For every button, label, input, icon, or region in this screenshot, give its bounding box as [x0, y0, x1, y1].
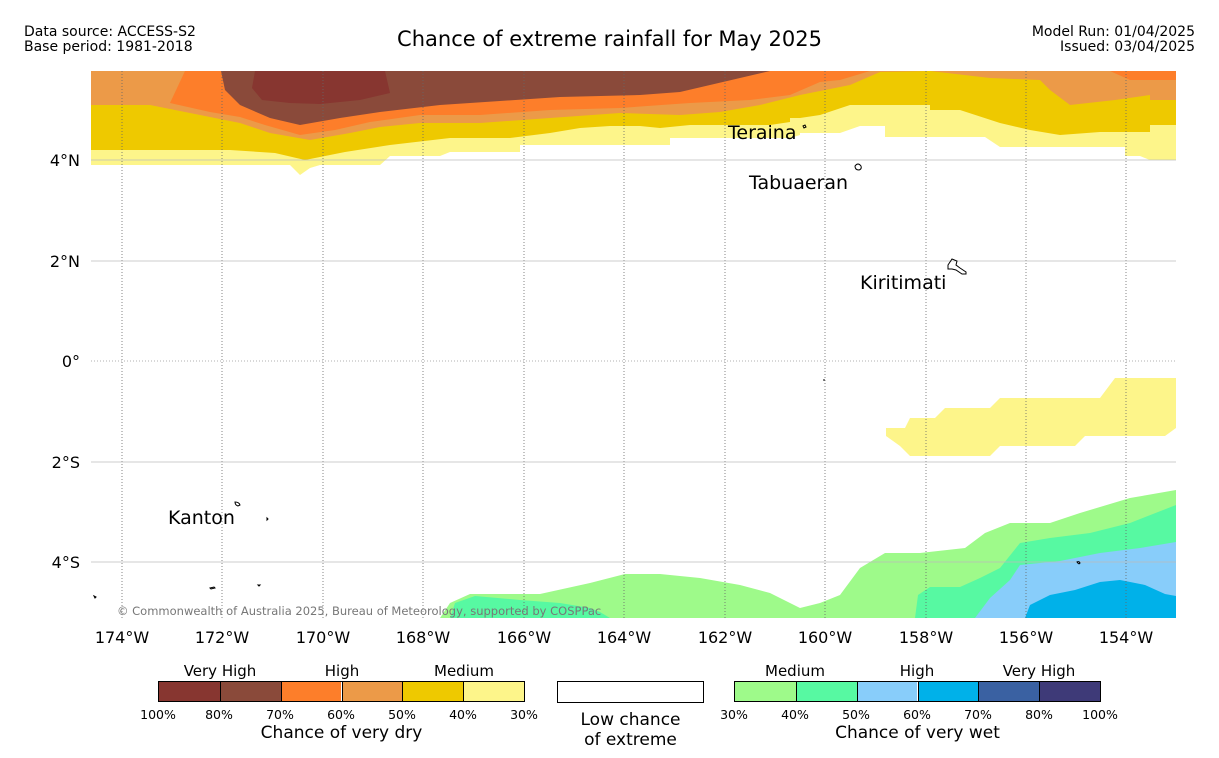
small-island-6 — [1076, 561, 1081, 565]
wet-tick-label: 30% — [720, 707, 748, 722]
small-island-4 — [92, 594, 97, 599]
dry-group-label: Very High — [183, 662, 257, 680]
dry-color-segment — [463, 682, 524, 701]
lon-label: 162°W — [698, 628, 753, 647]
wet-color-segment — [978, 682, 1040, 701]
dry-color-segment — [159, 682, 220, 701]
data-source-text: Data source: ACCESS-S2 — [24, 24, 196, 40]
wet-tick-label: 100% — [1082, 707, 1118, 722]
page-title: Chance of extreme rainfall for May 2025 — [397, 27, 822, 51]
dry-color-segment — [280, 682, 342, 701]
wet-color-segment — [735, 682, 796, 701]
wet-colorbar — [734, 681, 1101, 702]
wet-color-segment — [1039, 682, 1100, 701]
wet-group-label: High — [899, 662, 935, 680]
lat-label: 2°S — [52, 453, 80, 472]
low-chance-label: Low chance of extreme — [557, 710, 704, 750]
low-chance-line2: of extreme — [584, 730, 677, 750]
low-chance-line1: Low chance — [580, 710, 681, 730]
small-island-1 — [266, 516, 269, 522]
wet-color-segment — [917, 682, 979, 701]
dry-tick-label: 70% — [266, 707, 294, 722]
wet-legend-title: Chance of very wet — [835, 723, 1000, 743]
wet-color-segment — [856, 682, 918, 701]
lon-label: 156°W — [999, 628, 1054, 647]
kiritimati-island — [947, 258, 967, 275]
dry-colorbar — [158, 681, 525, 702]
dry-tick-label: 60% — [327, 707, 355, 722]
place-label-kanton: Kanton — [168, 507, 235, 529]
dry-equator-region — [886, 378, 1176, 456]
teraina-island — [802, 124, 807, 129]
model-run-text: Model Run: 01/04/2025 — [1031, 24, 1195, 40]
wet-tick-label: 40% — [781, 707, 809, 722]
small-island-3 — [256, 584, 262, 587]
wet-tick-label: 70% — [964, 707, 992, 722]
small-island-2 — [209, 586, 216, 590]
kanton-island — [234, 501, 241, 507]
lon-label: 160°W — [798, 628, 853, 647]
lon-label: 164°W — [597, 628, 652, 647]
dry-tick-label: 40% — [449, 707, 477, 722]
lat-label: 0° — [62, 352, 80, 371]
place-label-teraina: Teraina — [727, 122, 797, 144]
dry-80-100-region — [252, 71, 390, 104]
rainfall-map: © Commonwealth of Australia 2025, Bureau… — [50, 71, 1176, 647]
dry-color-segment — [341, 682, 403, 701]
wet-tick-label: 60% — [903, 707, 931, 722]
dry-tick-label: 50% — [388, 707, 416, 722]
lon-label: 168°W — [396, 628, 451, 647]
data-source-info: Data source: ACCESS-S2 Base period: 1981… — [24, 25, 196, 55]
dry-group-label: Medium — [434, 662, 494, 680]
dry-color-segment — [402, 682, 464, 701]
wet-group-label: Very High — [1002, 662, 1076, 680]
dry-legend-title: Chance of very dry — [260, 723, 423, 743]
wet-group-label: Medium — [765, 662, 825, 680]
island-outlines — [92, 124, 1081, 599]
issued-date-text: Issued: 03/04/2025 — [1060, 39, 1195, 55]
model-run-info: Model Run: 01/04/2025 Issued: 03/04/2025 — [1032, 25, 1195, 55]
wet-color-segment — [795, 682, 857, 701]
lat-gridlines — [91, 159, 1176, 563]
lat-label: 2°N — [50, 252, 80, 271]
lat-label: 4°N — [50, 151, 80, 170]
lon-label: 170°W — [296, 628, 351, 647]
lon-label: 166°W — [497, 628, 552, 647]
tabuaeran-island — [854, 163, 862, 171]
wet-40-50-region — [450, 505, 1176, 618]
wet-tick-label: 50% — [842, 707, 870, 722]
lon-labels: 174°W 172°W 170°W 168°W 166°W 164°W 162°… — [95, 628, 1154, 647]
lon-gridlines — [121, 71, 1127, 618]
base-period-text: Base period: 1981-2018 — [24, 39, 193, 55]
dry-tick-label: 100% — [140, 707, 176, 722]
place-label-tabuaeran: Tabuaeran — [748, 172, 848, 194]
lat-label: 4°S — [52, 553, 80, 572]
lon-label: 158°W — [899, 628, 954, 647]
wet-tick-label: 80% — [1025, 707, 1053, 722]
dry-shading — [91, 71, 1176, 456]
low-chance-swatch — [557, 681, 704, 703]
lat-labels: 4°N 2°N 0° 2°S 4°S — [50, 151, 80, 572]
dry-group-label: High — [324, 662, 360, 680]
place-label-kiritimati: Kiritimati — [860, 272, 946, 294]
wet-60-70-region — [1025, 580, 1176, 618]
place-labels: Teraina Tabuaeran Kiritimati Kanton — [168, 122, 946, 529]
lon-label: 174°W — [95, 628, 150, 647]
dry-tick-label: 30% — [510, 707, 538, 722]
dry-color-segment — [219, 682, 281, 701]
lon-label: 154°W — [1099, 628, 1154, 647]
copyright-text: © Commonwealth of Australia 2025, Bureau… — [117, 604, 601, 618]
lon-label: 172°W — [195, 628, 250, 647]
dry-tick-label: 80% — [205, 707, 233, 722]
